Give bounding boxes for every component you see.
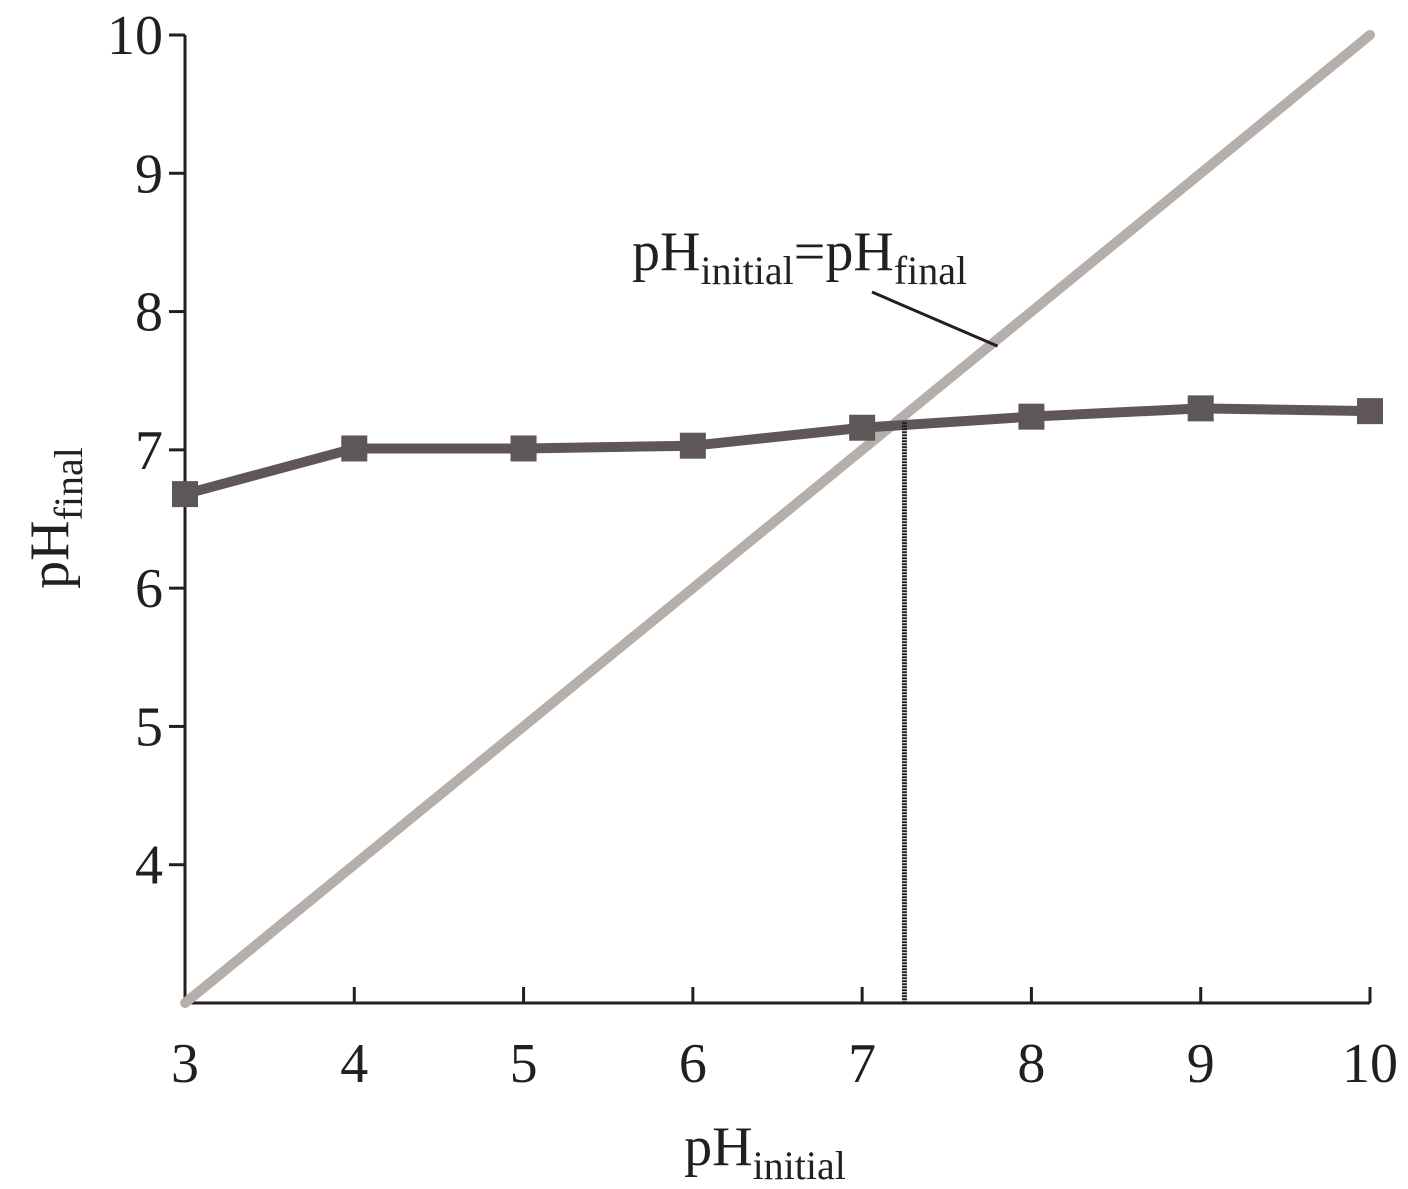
data-point-marker	[172, 481, 198, 508]
y-axis-title-main: pH	[19, 520, 81, 588]
data-point-marker	[510, 435, 537, 462]
annotation-text: =pH	[794, 221, 894, 283]
annotation-text: pH	[632, 221, 700, 283]
y-tick-label: 4	[135, 835, 163, 897]
x-axis-title-sub: initial	[753, 1143, 846, 1188]
data-point-marker	[679, 432, 706, 459]
y-tick-label: 7	[135, 420, 163, 482]
y-axis-title: pHfinal	[19, 447, 91, 589]
plot-area: 4 5 6 7 8 9 10 3 4 5 6 7 8 9 10 pHinitial=pHfinal	[107, 5, 1398, 1095]
x-tick-label: 3	[171, 1033, 199, 1095]
data-point-marker	[1357, 398, 1383, 425]
x-axis-title-main: pH	[684, 1116, 752, 1178]
measured-line	[183, 403, 1371, 499]
x-tick-label: 7	[848, 1033, 876, 1095]
annotation-layer: pHinitial=pHfinal	[632, 221, 999, 348]
y-tick-label: 6	[135, 558, 163, 620]
annotation-leader-line	[871, 290, 999, 348]
x-axis-ticks: 3 4 5 6 7 8 9 10	[171, 987, 1398, 1095]
annotation-subscript: final	[894, 248, 967, 293]
x-tick-label: 8	[1017, 1033, 1045, 1095]
y-tick-label: 8	[135, 282, 163, 344]
x-tick-label: 4	[340, 1033, 368, 1095]
x-tick-label: 10	[1342, 1033, 1398, 1095]
data-point-marker	[1018, 403, 1045, 430]
identity-line	[180, 30, 1375, 1008]
y-tick-label: 5	[135, 696, 163, 758]
y-tick-label: 9	[135, 143, 163, 205]
y-axis-ticks: 4 5 6 7 8 9 10	[107, 5, 185, 897]
x-tick-label: 6	[679, 1033, 707, 1095]
data-point-marker	[1187, 395, 1214, 422]
data-point-marker	[341, 435, 368, 462]
y-axis-title-sub: final	[46, 447, 91, 520]
x-tick-label: 9	[1187, 1033, 1215, 1095]
series-layer	[172, 30, 1383, 1008]
y-tick-label: 10	[107, 5, 163, 67]
x-tick-label: 5	[510, 1033, 538, 1095]
identity-annotation: pHinitial=pHfinal	[632, 221, 967, 293]
annotation-subscript: initial	[700, 248, 793, 293]
data-point-marker	[849, 414, 876, 441]
x-axis-title: pHinitial	[684, 1116, 846, 1188]
